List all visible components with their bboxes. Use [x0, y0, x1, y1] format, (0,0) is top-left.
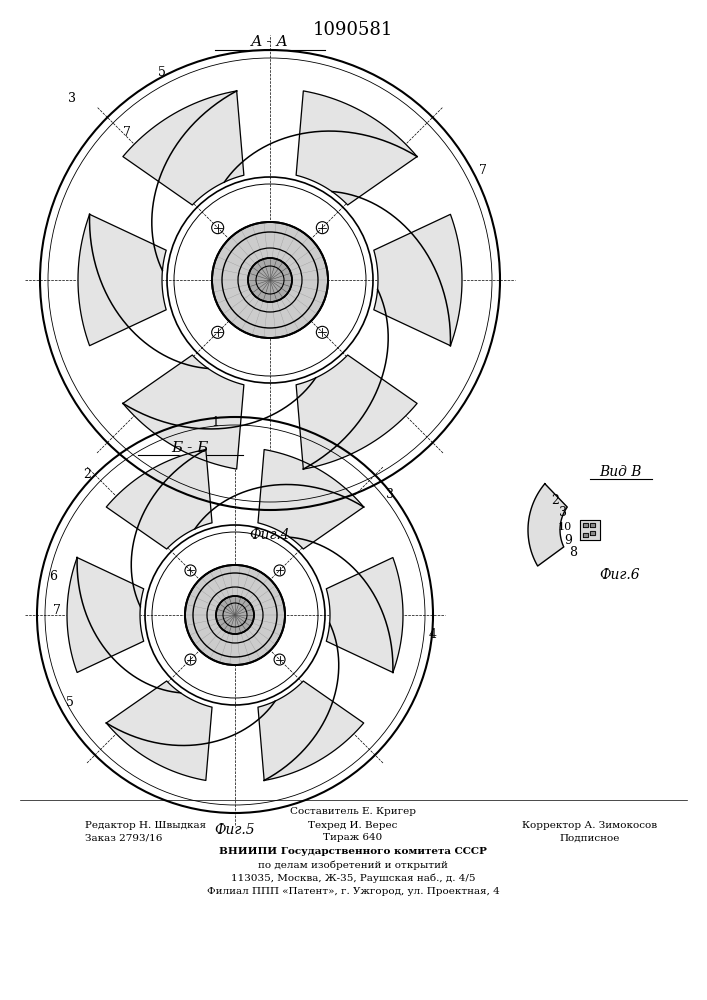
Text: 113035, Москва, Ж-35, Раушская наб., д. 4/5: 113035, Москва, Ж-35, Раушская наб., д. …: [230, 873, 475, 883]
Text: Б - Б: Б - Б: [171, 441, 209, 455]
Text: Техред И. Верес: Техред И. Верес: [308, 820, 397, 830]
Text: 5: 5: [66, 696, 74, 710]
Text: 4: 4: [429, 629, 437, 642]
Circle shape: [248, 258, 292, 302]
Text: Вид В: Вид В: [599, 465, 641, 479]
Text: 3: 3: [386, 488, 394, 502]
Polygon shape: [580, 520, 600, 540]
Text: Корректор А. Зимокосов: Корректор А. Зимокосов: [522, 820, 658, 830]
Text: 1090581: 1090581: [312, 21, 393, 39]
Text: 6: 6: [49, 570, 57, 584]
Polygon shape: [590, 523, 595, 527]
Text: 2: 2: [551, 493, 559, 506]
Text: ВНИИПИ Государственного комитета СССР: ВНИИПИ Государственного комитета СССР: [219, 848, 487, 856]
Text: 8: 8: [569, 546, 577, 558]
Text: Тираж 640: Тираж 640: [323, 834, 382, 842]
Text: Редактор Н. Швыдкая: Редактор Н. Швыдкая: [85, 820, 206, 830]
Circle shape: [216, 596, 254, 634]
Text: 3: 3: [559, 506, 567, 520]
Text: по делам изобретений и открытий: по делам изобретений и открытий: [258, 860, 448, 870]
Text: 2: 2: [83, 468, 91, 482]
Text: 5: 5: [158, 66, 166, 79]
Text: Подписное: Подписное: [560, 834, 620, 842]
Text: Заказ 2793/16: Заказ 2793/16: [85, 834, 163, 842]
Polygon shape: [528, 484, 567, 566]
Polygon shape: [327, 558, 403, 672]
Polygon shape: [296, 355, 417, 469]
Polygon shape: [106, 450, 212, 549]
Polygon shape: [258, 450, 363, 549]
Text: 10: 10: [558, 522, 572, 532]
Polygon shape: [106, 681, 212, 780]
Polygon shape: [590, 531, 595, 535]
Polygon shape: [258, 681, 363, 780]
Polygon shape: [123, 355, 244, 469]
Text: Фиг.5: Фиг.5: [215, 823, 255, 837]
Text: 7: 7: [479, 163, 487, 176]
Text: 3: 3: [68, 92, 76, 104]
Text: 7: 7: [123, 125, 131, 138]
Polygon shape: [78, 214, 166, 346]
Polygon shape: [67, 558, 144, 672]
Polygon shape: [374, 214, 462, 346]
Text: Фиг.6: Фиг.6: [600, 568, 641, 582]
Text: 9: 9: [564, 534, 572, 546]
Text: 1: 1: [211, 416, 219, 428]
Polygon shape: [583, 533, 588, 537]
Text: А - А: А - А: [251, 35, 289, 49]
Text: Фиг.4: Фиг.4: [250, 528, 291, 542]
Circle shape: [185, 565, 285, 665]
Polygon shape: [583, 523, 588, 527]
Text: Составитель Е. Кригер: Составитель Е. Кригер: [290, 808, 416, 816]
Text: 7: 7: [53, 603, 61, 616]
Circle shape: [212, 222, 328, 338]
Polygon shape: [296, 91, 417, 205]
Polygon shape: [123, 91, 244, 205]
Text: Филиал ППП «Патент», г. Ужгород, ул. Проектная, 4: Филиал ППП «Патент», г. Ужгород, ул. Про…: [206, 886, 499, 896]
